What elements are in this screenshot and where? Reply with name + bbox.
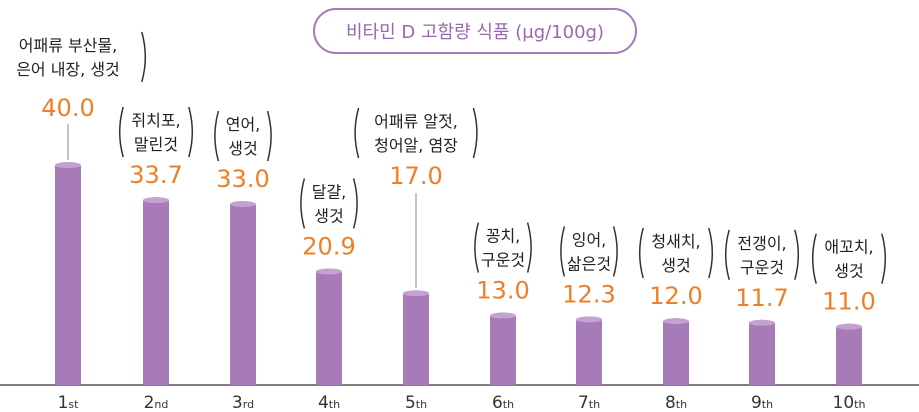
bar-top	[230, 201, 256, 208]
value-label: 11.0	[822, 288, 875, 316]
food-label-paren-right	[526, 222, 532, 273]
food-label: 전갱이,	[737, 234, 786, 253]
bar-top	[749, 319, 775, 326]
food-label: 연어,	[226, 115, 261, 134]
food-label-paren-left	[560, 226, 566, 277]
food-label: 삶은것	[567, 254, 611, 273]
food-label-paren-left	[474, 222, 480, 273]
bar-top	[836, 323, 862, 330]
x-tick-label: 7th	[578, 393, 600, 412]
bar	[230, 201, 256, 385]
value-label: 13.0	[476, 277, 529, 305]
food-label: 구운것	[740, 258, 784, 277]
value-label: 11.7	[735, 284, 788, 312]
food-label: 어패류 부산물,	[19, 36, 118, 55]
food-label: 청새치,	[651, 232, 700, 251]
food-label: 생것	[661, 256, 690, 275]
bar	[143, 197, 169, 385]
x-tick-label: 1st	[58, 393, 80, 412]
x-tick-label: 9th	[751, 393, 773, 412]
food-label-paren-right	[141, 31, 147, 83]
bar	[836, 323, 862, 385]
food-label-paren-right	[612, 226, 618, 277]
bar-top	[403, 290, 429, 297]
x-tick-label: 2nd	[144, 393, 169, 412]
x-tick-label: 10th	[833, 393, 866, 412]
food-label: 생것	[834, 262, 863, 281]
food-label-paren-right	[794, 229, 800, 280]
food-label-paren-right	[881, 233, 887, 284]
food-label: 꽁치,	[486, 227, 521, 246]
x-tick-label: 4th	[318, 393, 340, 412]
bar-top	[576, 316, 602, 323]
food-label: 달걀,	[312, 182, 347, 201]
food-label: 애꼬치,	[824, 238, 873, 257]
food-label-paren-left	[354, 107, 360, 159]
bar	[55, 162, 81, 385]
food-label-paren-left	[300, 178, 306, 229]
value-label: 20.9	[302, 232, 355, 260]
food-label-paren-left	[214, 110, 220, 162]
food-label: 쥐치포,	[131, 111, 180, 130]
food-label-paren-right	[266, 110, 272, 162]
bar	[663, 318, 689, 385]
bar-top	[316, 268, 342, 275]
x-tick-label: 8th	[665, 393, 687, 412]
x-tick-label: 6th	[492, 393, 514, 412]
food-label: 생것	[314, 206, 343, 225]
bar-top	[663, 318, 689, 325]
value-label: 40.0	[41, 94, 94, 122]
x-tick-label: 3rd	[232, 393, 254, 412]
bar	[316, 268, 342, 385]
food-label: 구운것	[481, 251, 525, 270]
chart-title: 비타민 D 고함량 식품 (μg/100g)	[313, 8, 637, 54]
food-label: 생것	[228, 139, 257, 158]
food-label-paren-right	[708, 227, 714, 279]
bar	[403, 290, 429, 385]
value-label: 12.3	[562, 280, 615, 308]
food-label: 은어 내장, 생것	[16, 60, 120, 79]
food-label: 어패류 알젓,	[374, 112, 458, 131]
food-label-paren-left	[638, 227, 644, 279]
food-label: 말린것	[134, 135, 178, 154]
food-label-paren-right	[472, 107, 478, 159]
bar-top	[55, 162, 81, 168]
bar-top	[143, 197, 169, 204]
food-label: 잉어,	[572, 230, 607, 249]
value-label: 12.0	[649, 282, 702, 310]
value-label: 17.0	[389, 162, 442, 190]
bar-top	[490, 312, 516, 319]
value-label: 33.7	[129, 161, 182, 189]
food-label-paren-left	[118, 106, 124, 158]
food-label-paren-left	[811, 233, 817, 284]
food-label: 청어알, 염장	[374, 136, 458, 155]
food-label-paren-left	[724, 229, 730, 280]
x-tick-label: 5th	[405, 393, 427, 412]
bar	[749, 319, 775, 385]
food-label-paren-right	[188, 106, 194, 158]
food-label-paren-right	[352, 178, 358, 229]
value-label: 33.0	[216, 165, 269, 193]
bar	[576, 316, 602, 385]
bar	[490, 312, 516, 385]
